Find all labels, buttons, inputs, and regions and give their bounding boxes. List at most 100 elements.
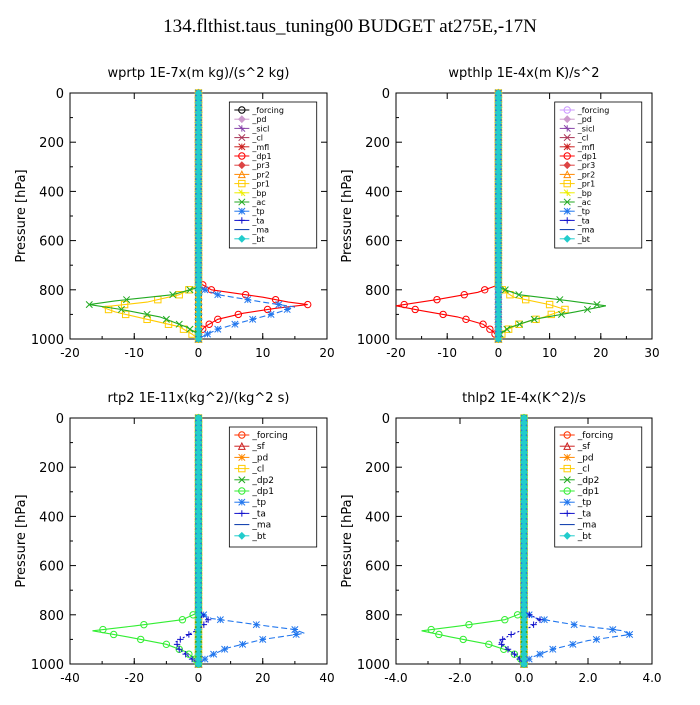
chart-title: wpthlp 1E-4x(m K)/s^2 xyxy=(448,66,599,81)
data-point-tp xyxy=(259,635,267,643)
data-point-tp xyxy=(525,655,533,663)
legend-entry: _cl xyxy=(251,134,263,143)
x-tick-label: 40 xyxy=(319,671,334,685)
x-tick-label: 2.0 xyxy=(578,671,597,685)
data-point-ac xyxy=(117,305,125,314)
y-tick-label: 1000 xyxy=(31,658,64,673)
legend-marker xyxy=(563,198,571,206)
legend-marker xyxy=(563,143,571,151)
data-point-tp xyxy=(201,655,209,663)
legend-marker xyxy=(563,453,571,461)
data-point-bt xyxy=(494,335,503,343)
data-point-dp1 xyxy=(485,640,493,649)
x-tick-label: -40 xyxy=(60,671,80,685)
legend-entry: _ta xyxy=(251,216,264,225)
y-tick-label: 400 xyxy=(365,185,390,200)
data-point-dp1 xyxy=(433,295,441,304)
legend-entry: _ta xyxy=(251,509,266,519)
data-point-ac xyxy=(143,310,151,318)
y-tick-label: 600 xyxy=(39,235,64,250)
x-tick-label: -10 xyxy=(437,346,457,360)
data-point-tp xyxy=(214,291,222,299)
y-axis-label: Pressure [hPa] xyxy=(340,494,355,587)
legend-entry: _dp1 xyxy=(577,152,597,161)
legend-marker xyxy=(563,234,572,243)
x-tick-label: -20 xyxy=(386,346,406,360)
series-line-ac xyxy=(497,93,607,339)
legend-entry: _forcing xyxy=(251,106,284,115)
data-point-tp xyxy=(239,640,247,648)
data-point-ta xyxy=(182,650,189,658)
legend-entry: _sicl xyxy=(251,124,269,133)
data-point-dp1 xyxy=(460,291,468,299)
data-point-dp1 xyxy=(462,315,470,324)
data-point-dp1 xyxy=(271,295,280,304)
data-point-ta xyxy=(536,616,544,623)
y-tick-label: 1000 xyxy=(357,333,390,348)
legend-entry: _ac xyxy=(577,198,591,207)
legend-entry: _ta xyxy=(577,509,592,519)
legend-marker xyxy=(238,207,246,215)
legend-marker xyxy=(238,476,246,484)
legend-marker xyxy=(237,115,246,124)
legend-marker xyxy=(564,510,571,517)
legend-marker xyxy=(238,498,246,506)
data-point-tp xyxy=(221,645,229,653)
legend-marker xyxy=(563,498,571,506)
series-line-tp xyxy=(197,93,296,340)
series-line-pr1 xyxy=(101,93,200,340)
chart-panel-2: wpthlp 1E-4x(m K)/s^2 Pressure [hPa] -20 -1… xyxy=(340,66,660,360)
data-point-dp1 xyxy=(501,616,509,624)
legend-entry: _dp1 xyxy=(251,487,274,497)
data-point-tp xyxy=(252,621,260,629)
data-point-tp xyxy=(283,305,291,314)
data-point-ac xyxy=(186,286,194,294)
data-point-pr1 xyxy=(561,305,569,314)
legend-entry: _dp1 xyxy=(577,487,600,497)
legend-marker xyxy=(563,161,572,170)
data-point-tp xyxy=(210,650,218,658)
chart-panel-1: wprtp 1E-7x(m kg)/(s^2 kg) Pressure [hPa]… xyxy=(14,66,335,360)
legend-entry: _pr2 xyxy=(251,170,269,179)
data-point-tp xyxy=(267,310,275,318)
data-point-dp1 xyxy=(140,620,148,629)
x-tick-label: 0 xyxy=(495,346,503,360)
legend-entry: _sf xyxy=(251,442,265,452)
data-point-ac xyxy=(162,315,170,323)
legend-entry: _tp xyxy=(251,498,266,508)
x-tick-label: 20 xyxy=(593,346,608,360)
legend-marker xyxy=(563,207,571,215)
y-tick-label: 400 xyxy=(365,510,390,525)
data-point-dp1 xyxy=(162,640,171,649)
legend-entry: _pr1 xyxy=(577,180,595,189)
data-point-tp xyxy=(216,616,224,624)
data-point-dp1 xyxy=(214,315,222,324)
series-line-dp1 xyxy=(395,93,499,340)
y-tick-label: 0 xyxy=(56,87,64,102)
x-tick-label: 10 xyxy=(255,346,270,360)
data-point-dp1 xyxy=(99,625,107,634)
x-tick-label: 20 xyxy=(255,671,270,685)
legend-marker xyxy=(563,487,571,495)
data-point-ac xyxy=(516,320,524,328)
legend-marker xyxy=(237,170,246,179)
data-point-tp xyxy=(244,296,252,304)
data-point-dp1 xyxy=(234,310,243,319)
y-tick-label: 600 xyxy=(365,560,390,575)
series-line-ta xyxy=(175,418,209,665)
x-tick-label: 0 xyxy=(195,346,203,360)
legend-marker xyxy=(563,441,572,450)
data-point-ta xyxy=(188,655,196,663)
data-point-tp xyxy=(592,635,600,643)
legend-marker xyxy=(238,106,246,114)
y-tick-label: 400 xyxy=(39,185,64,200)
legend: _forcing_sf_pd _cl_dp2_dp1_tp_ta _ma_bt xyxy=(228,426,318,548)
data-point-tp xyxy=(214,325,222,333)
legend-entry: _ma xyxy=(251,521,271,531)
legend-marker xyxy=(238,124,246,132)
x-tick-label: -4.0 xyxy=(384,671,407,685)
legend-marker xyxy=(238,189,246,197)
legend-marker xyxy=(563,179,571,188)
